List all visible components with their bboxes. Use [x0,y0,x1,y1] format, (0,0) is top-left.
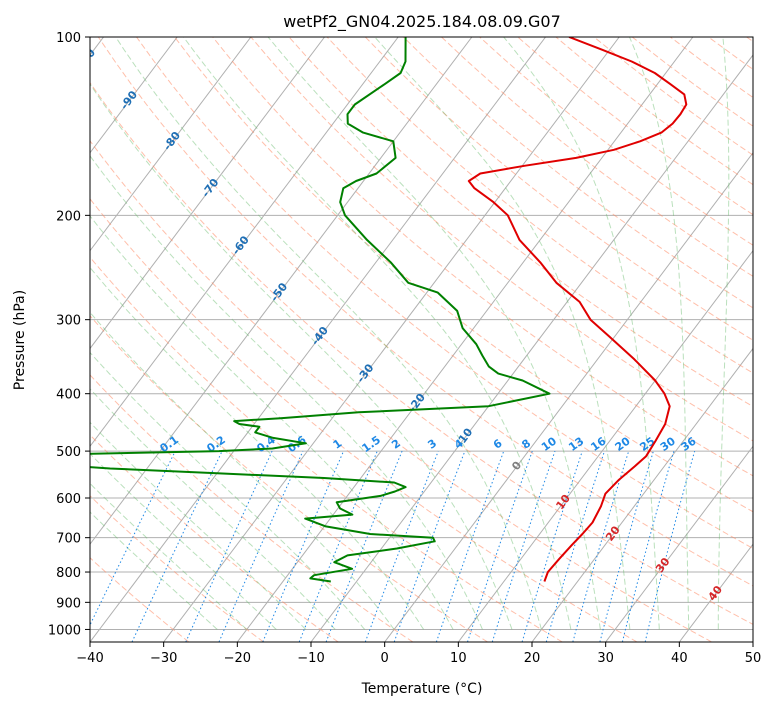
x-axis-label: Temperature (°C) [361,681,483,697]
y-tick-label: 300 [56,314,81,329]
x-tick-label: 20 [524,651,541,666]
x-tick-label: −10 [297,651,324,666]
y-tick-label: 200 [56,209,81,224]
x-tick-label: 0 [381,651,389,666]
x-tick-label: −40 [76,651,103,666]
y-tick-label: 100 [56,31,81,46]
x-tick-label: 40 [671,651,688,666]
y-tick-label: 500 [56,445,81,460]
y-axis-label: Pressure (hPa) [12,290,28,390]
x-tick-label: 50 [745,651,762,666]
y-tick-label: 700 [56,532,81,547]
y-tick-label: 400 [56,388,81,403]
x-tick-label: −30 [150,651,177,666]
y-tick-label: 1000 [48,623,81,638]
x-tick-label: 30 [597,651,614,666]
y-tick-label: 600 [56,492,81,507]
y-tick-label: 800 [56,566,81,581]
x-tick-label: −20 [224,651,251,666]
chart-title: wetPf2_GN04.2025.184.08.09.G07 [283,12,561,32]
x-tick-label: 10 [450,651,467,666]
y-tick-label: 900 [56,596,81,611]
